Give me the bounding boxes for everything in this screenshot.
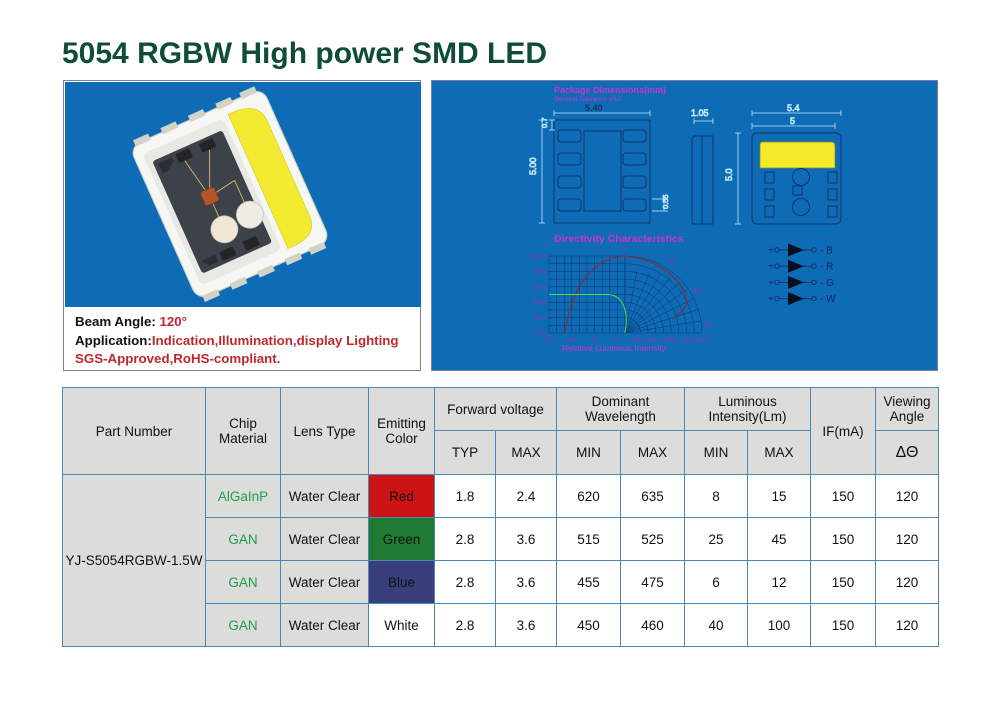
svg-text:5.0: 5.0 — [724, 168, 734, 181]
svg-text:40%: 40% — [533, 300, 546, 307]
svg-text:Package Dimensions(mm): Package Dimensions(mm) — [554, 85, 666, 95]
svg-text:20%: 20% — [533, 315, 546, 322]
svg-text:0.7: 0.7 — [540, 118, 549, 128]
svg-text:- B: - B — [820, 246, 833, 257]
svg-text:+: + — [768, 278, 774, 289]
svg-text:100%: 100% — [529, 254, 546, 261]
svg-text:- R: - R — [820, 262, 833, 273]
svg-text:+: + — [768, 294, 774, 305]
svg-text:General Tolerance ±0.2: General Tolerance ±0.2 — [554, 96, 622, 103]
svg-text:80%: 80% — [681, 338, 694, 344]
svg-text:5.40: 5.40 — [585, 103, 603, 113]
svg-text:1.05: 1.05 — [691, 108, 709, 118]
svg-text:0.55: 0.55 — [661, 194, 670, 209]
svg-text:- G: - G — [820, 278, 834, 289]
svg-text:+: + — [768, 246, 774, 257]
svg-text:60°: 60° — [693, 287, 703, 295]
svg-text:5.00: 5.00 — [528, 157, 538, 175]
svg-text:0°: 0° — [622, 244, 629, 252]
svg-text:Directivity Characteristics: Directivity Characteristics — [554, 233, 684, 245]
svg-text:5: 5 — [790, 116, 795, 126]
svg-text:- W: - W — [820, 294, 836, 305]
svg-text:60%: 60% — [533, 284, 546, 291]
svg-text:+: + — [768, 262, 774, 273]
svg-text:100%: 100% — [694, 338, 710, 344]
svg-text:90°: 90° — [704, 321, 714, 329]
svg-text:80%: 80% — [533, 269, 546, 276]
svg-text:90: 90 — [545, 337, 553, 344]
svg-text:Relative Luminous Intensity: Relative Luminous Intensity — [562, 343, 667, 353]
svg-text:30°: 30° — [667, 258, 677, 266]
svg-text:5.4: 5.4 — [787, 103, 800, 113]
